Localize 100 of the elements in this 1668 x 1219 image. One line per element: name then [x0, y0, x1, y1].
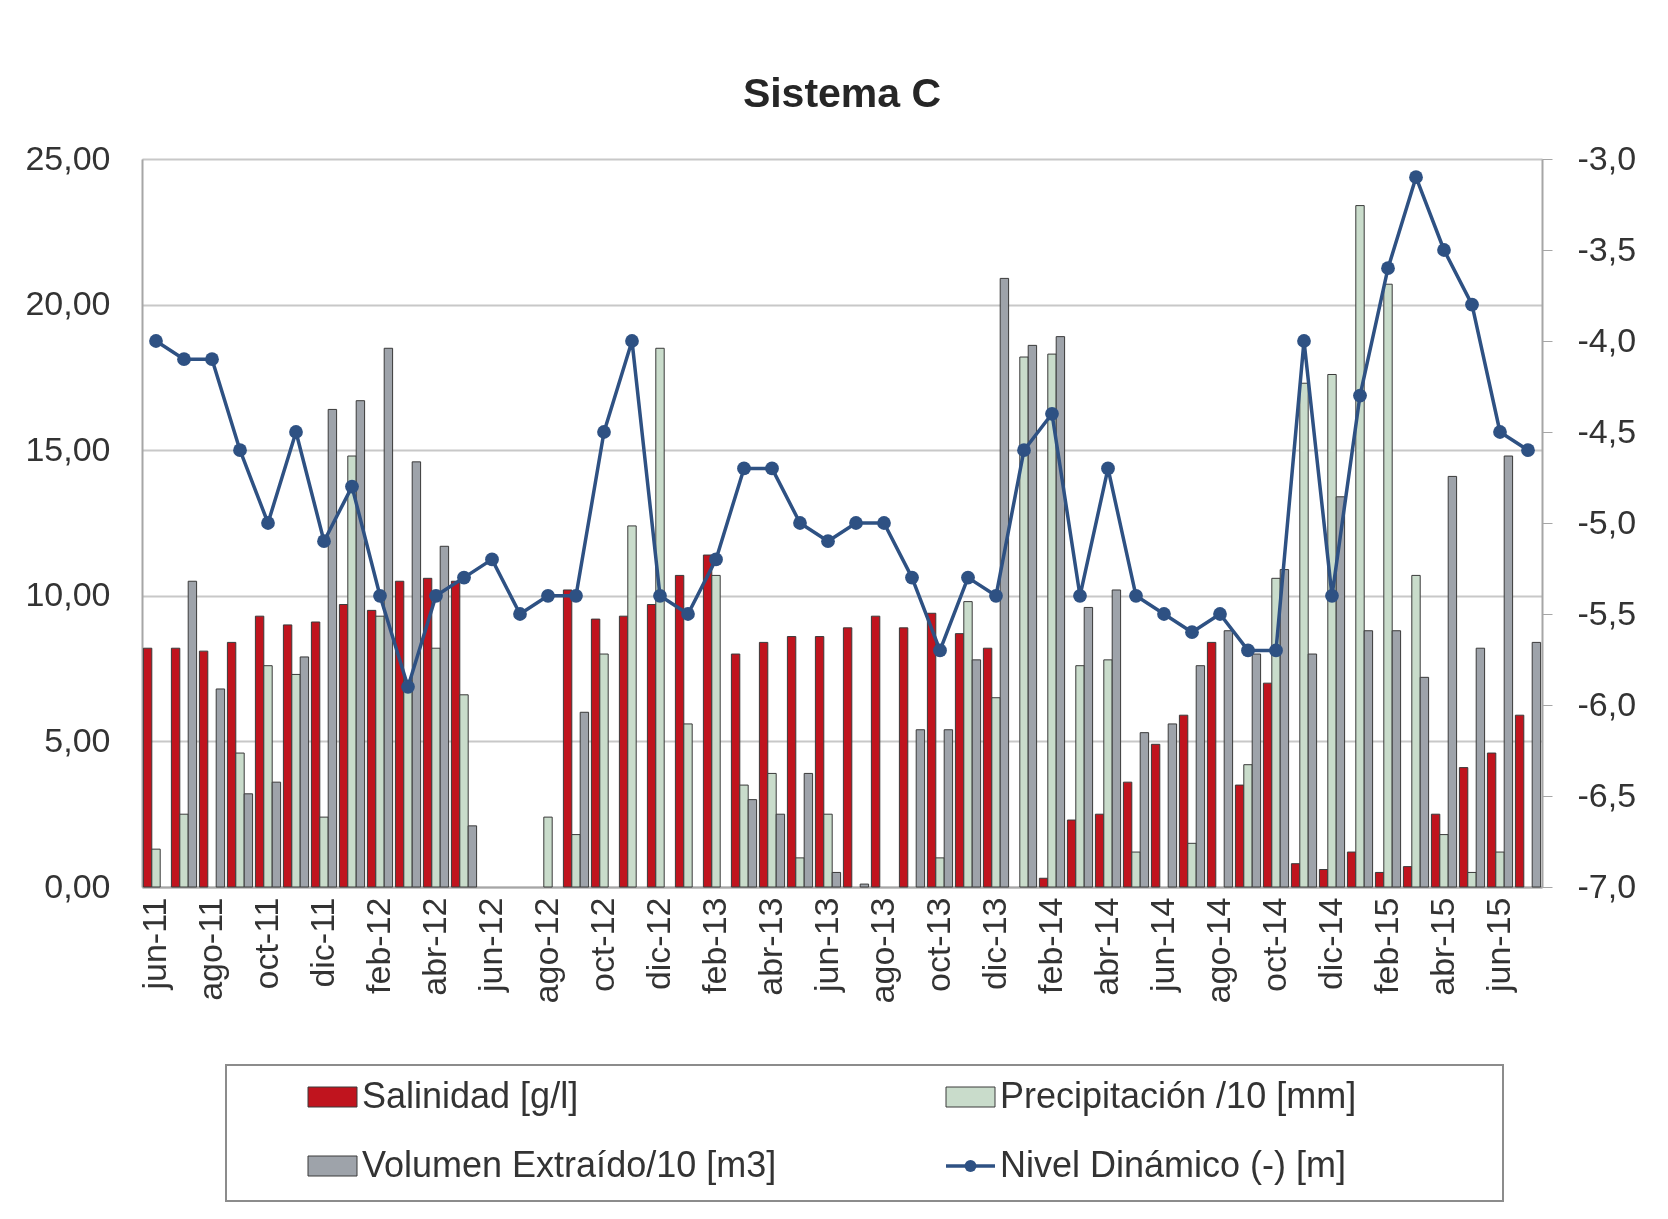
- bar: [543, 816, 553, 888]
- point: [1213, 607, 1227, 621]
- point: [1157, 607, 1171, 621]
- y2-tick-label: -6,0: [1577, 684, 1637, 723]
- point: [485, 552, 499, 567]
- point: [877, 516, 891, 530]
- point: [401, 679, 415, 694]
- x-tick-label: jun-15: [1479, 897, 1517, 994]
- y-tick-label: 15,00: [25, 429, 111, 468]
- point: [1269, 643, 1283, 658]
- point: [513, 607, 527, 621]
- point: [289, 425, 303, 439]
- y-tick-label: 5,00: [44, 720, 111, 759]
- point: [1101, 461, 1115, 476]
- point: [1409, 170, 1423, 185]
- y2-tick-label: -4,5: [1577, 411, 1637, 450]
- bar: [870, 615, 881, 888]
- point: [205, 352, 219, 367]
- x-tick-label: jun-12: [471, 897, 509, 994]
- bar: [842, 627, 853, 888]
- point: [821, 534, 835, 549]
- point: [457, 570, 471, 585]
- point: [681, 607, 695, 621]
- x-tick-label: dic-12: [639, 897, 677, 991]
- point: [793, 516, 807, 530]
- point: [1017, 443, 1031, 458]
- x-tick-label: oct-12: [583, 897, 621, 992]
- y2-tick-label: -6,5: [1577, 775, 1637, 814]
- y2-tick-label: -5,5: [1577, 593, 1637, 632]
- point: [1353, 388, 1367, 403]
- point: [1325, 588, 1339, 603]
- bar: [1514, 714, 1525, 888]
- x-tick-label: abr-15: [1423, 897, 1461, 996]
- point: [933, 643, 947, 658]
- x-tick-label: dic-11: [303, 897, 341, 988]
- point: [1381, 261, 1395, 276]
- point: [569, 588, 583, 603]
- point: [1437, 243, 1451, 257]
- point: [905, 570, 919, 585]
- y2-tick-label: -4,0: [1577, 320, 1637, 359]
- point: [345, 479, 359, 494]
- point: [1185, 625, 1199, 640]
- y2-tick-label: -5,0: [1577, 502, 1637, 541]
- y2-tick-label: -3,5: [1577, 229, 1637, 268]
- x-tick-label: abr-14: [1087, 897, 1125, 996]
- y-tick-label: 25,00: [25, 138, 111, 177]
- point: [709, 552, 723, 567]
- point: [1045, 406, 1059, 421]
- point: [149, 334, 163, 348]
- bar: [1206, 641, 1217, 888]
- point: [317, 534, 331, 549]
- point: [429, 588, 443, 603]
- x-tick-label: abr-13: [751, 897, 789, 996]
- point: [1521, 443, 1535, 458]
- x-tick-label: ago-11: [191, 897, 229, 1001]
- x-tick-label: jun-14: [1143, 897, 1181, 994]
- x-tick-label: dic-14: [1311, 897, 1349, 991]
- point: [989, 588, 1003, 603]
- point: [1129, 588, 1143, 603]
- point: [261, 516, 275, 530]
- point: [737, 461, 751, 476]
- x-tick-label: feb-13: [695, 897, 733, 994]
- point: [597, 425, 611, 439]
- legend-label: Precipitación /10 [mm]: [1000, 1075, 1357, 1116]
- x-tick-label: jun-11: [135, 897, 173, 991]
- point: [233, 443, 247, 458]
- y-tick-label: 10,00: [25, 575, 111, 614]
- x-tick-label: ago-12: [527, 897, 565, 1004]
- chart-title: Sistema C: [742, 70, 942, 116]
- bar: [1150, 743, 1161, 888]
- bar: [898, 627, 909, 888]
- x-tick-label: ago-13: [863, 897, 901, 1004]
- point: [653, 588, 667, 603]
- x-tick-label: feb-14: [1031, 897, 1069, 994]
- x-tick-label: abr-12: [415, 897, 453, 996]
- y2-tick-label: -3,0: [1577, 138, 1637, 177]
- x-tick-label: oct-11: [247, 897, 285, 990]
- x-tick-label: feb-12: [359, 897, 397, 994]
- point: [765, 461, 779, 476]
- x-tick-label: ago-14: [1199, 897, 1237, 1004]
- legend-label: Volumen Extraído/10 [m3]: [362, 1144, 777, 1185]
- point: [1297, 334, 1311, 348]
- point: [1073, 588, 1087, 603]
- x-tick-label: jun-13: [807, 897, 845, 994]
- y-tick-label: 20,00: [25, 284, 111, 323]
- point: [961, 570, 975, 585]
- bar: [198, 650, 209, 888]
- point: [1465, 297, 1479, 312]
- x-tick-label: feb-15: [1367, 897, 1405, 994]
- legend-label: Salinidad [g/l]: [362, 1075, 579, 1116]
- point: [849, 516, 863, 530]
- y-tick-label: 0,00: [44, 866, 111, 905]
- point: [373, 588, 387, 603]
- point: [1493, 425, 1507, 439]
- point: [541, 588, 555, 603]
- point: [625, 334, 639, 348]
- legend-label: Nivel Dinámico (-) [m]: [1000, 1144, 1347, 1185]
- point: [1241, 643, 1255, 658]
- point: [177, 352, 191, 367]
- x-tick-label: dic-13: [975, 897, 1013, 991]
